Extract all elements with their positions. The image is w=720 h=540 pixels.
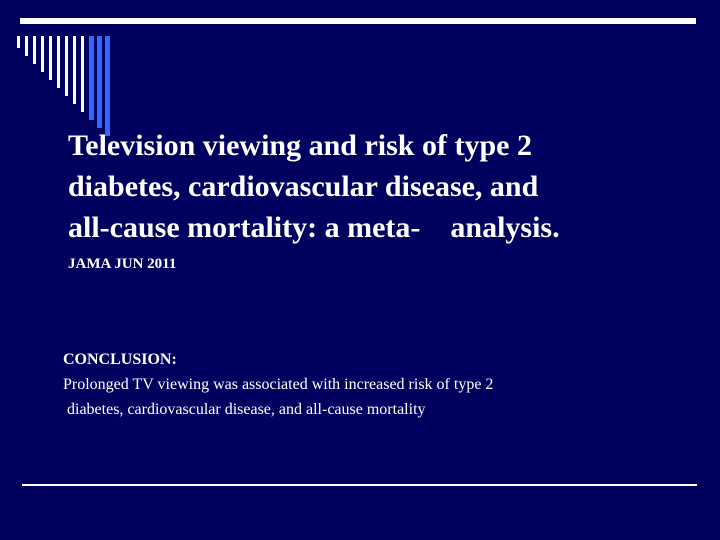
conclusion-text: Prolonged TV viewing was associated with… — [63, 372, 703, 422]
stripe-bar — [105, 36, 110, 136]
stripe-bar — [81, 36, 84, 112]
top-rule — [20, 18, 696, 24]
stripe-bar — [65, 36, 68, 96]
stripe-bar — [97, 36, 102, 128]
stripe-bar — [25, 36, 28, 56]
bottom-rule — [22, 484, 697, 486]
title-line: all-cause mortality: a meta- analysis. — [68, 211, 560, 244]
stripe-bar — [73, 36, 76, 104]
stripe-bar — [41, 36, 44, 72]
title-line: Television viewing and risk of type 2 — [68, 129, 532, 162]
conclusion-line: diabetes, cardiovascular disease, and al… — [63, 401, 426, 418]
stripe-bar — [49, 36, 52, 80]
conclusion-heading: CONCLUSION: — [63, 351, 177, 368]
stripe-bar — [33, 36, 36, 64]
conclusion-block: CONCLUSION: Prolonged TV viewing was ass… — [63, 347, 703, 422]
slide-title: Television viewing and risk of type 2 di… — [68, 125, 708, 248]
stripe-bar — [17, 36, 20, 48]
stripe-bar — [57, 36, 60, 88]
conclusion-line: Prolonged TV viewing was associated with… — [63, 376, 494, 393]
decorative-stripes — [17, 36, 127, 146]
stripe-bar — [89, 36, 94, 120]
citation: JAMA JUN 2011 — [68, 256, 177, 272]
title-line: diabetes, cardiovascular disease, and — [68, 170, 539, 203]
